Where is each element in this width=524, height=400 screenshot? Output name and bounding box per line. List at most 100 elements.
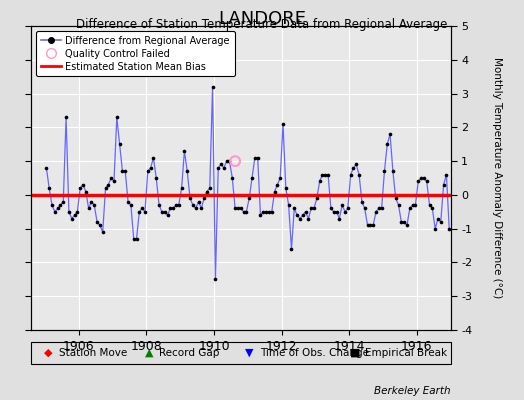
Point bbox=[107, 175, 115, 181]
Point bbox=[245, 195, 254, 202]
Text: Difference of Station Temperature Data from Regional Average: Difference of Station Temperature Data f… bbox=[77, 18, 447, 31]
Point bbox=[51, 208, 59, 215]
Point bbox=[64, 208, 73, 215]
Point bbox=[82, 188, 90, 195]
Point bbox=[45, 185, 53, 191]
Point bbox=[223, 158, 231, 164]
Point bbox=[377, 205, 386, 212]
Point bbox=[273, 182, 281, 188]
Point bbox=[186, 195, 194, 202]
Point bbox=[127, 202, 135, 208]
Point bbox=[408, 202, 417, 208]
Point bbox=[445, 226, 453, 232]
Point bbox=[332, 208, 341, 215]
Point bbox=[436, 219, 445, 225]
Point bbox=[307, 205, 315, 212]
Point bbox=[344, 205, 352, 212]
Point bbox=[369, 222, 377, 228]
Point bbox=[59, 198, 68, 205]
Point bbox=[152, 175, 160, 181]
Point bbox=[225, 158, 234, 164]
Point bbox=[141, 208, 149, 215]
Point bbox=[400, 219, 408, 225]
Point bbox=[310, 205, 318, 212]
Point bbox=[397, 219, 406, 225]
Point bbox=[56, 202, 64, 208]
Point bbox=[383, 141, 391, 148]
Point bbox=[133, 236, 141, 242]
Point bbox=[338, 202, 346, 208]
Point bbox=[411, 202, 420, 208]
Point bbox=[270, 188, 279, 195]
Text: LANDORE: LANDORE bbox=[218, 10, 306, 28]
Point bbox=[335, 215, 344, 222]
Point bbox=[146, 165, 155, 171]
Point bbox=[248, 175, 256, 181]
Point bbox=[234, 205, 242, 212]
Point bbox=[101, 185, 110, 191]
Point bbox=[169, 205, 177, 212]
Point bbox=[254, 154, 262, 161]
Point bbox=[440, 182, 448, 188]
Point bbox=[121, 168, 129, 174]
Point bbox=[414, 178, 422, 184]
Point bbox=[395, 202, 403, 208]
Point bbox=[355, 172, 363, 178]
Point bbox=[73, 208, 82, 215]
Point bbox=[88, 198, 96, 205]
Point bbox=[315, 178, 324, 184]
Text: ▲: ▲ bbox=[145, 348, 153, 358]
Point bbox=[172, 202, 180, 208]
Point bbox=[375, 205, 383, 212]
Point bbox=[99, 229, 107, 235]
Text: ■: ■ bbox=[350, 348, 361, 358]
Text: ▼: ▼ bbox=[245, 348, 254, 358]
Point bbox=[236, 205, 245, 212]
Point bbox=[96, 222, 104, 228]
Point bbox=[276, 175, 285, 181]
Text: ◆: ◆ bbox=[44, 348, 52, 358]
Point bbox=[403, 222, 411, 228]
Point bbox=[214, 165, 222, 171]
Point bbox=[118, 168, 127, 174]
Point bbox=[296, 215, 304, 222]
Point bbox=[203, 188, 211, 195]
Point bbox=[68, 215, 76, 222]
Point bbox=[124, 198, 132, 205]
Point bbox=[70, 212, 79, 218]
Point bbox=[144, 168, 152, 174]
Point bbox=[285, 202, 293, 208]
Point bbox=[321, 172, 330, 178]
Point bbox=[358, 198, 366, 205]
Point bbox=[293, 212, 301, 218]
Point bbox=[259, 208, 267, 215]
Point bbox=[422, 178, 431, 184]
Point bbox=[366, 222, 375, 228]
Point bbox=[318, 172, 326, 178]
Point bbox=[93, 219, 101, 225]
Point bbox=[434, 215, 442, 222]
Point bbox=[304, 215, 313, 222]
Point bbox=[352, 161, 361, 168]
Point bbox=[84, 205, 93, 212]
Point bbox=[313, 195, 321, 202]
Point bbox=[242, 208, 250, 215]
Point bbox=[135, 208, 144, 215]
Point bbox=[228, 175, 236, 181]
Point bbox=[189, 202, 197, 208]
Point bbox=[301, 208, 310, 215]
Point bbox=[166, 205, 174, 212]
Text: Record Gap: Record Gap bbox=[159, 348, 220, 358]
Point bbox=[180, 148, 189, 154]
Point bbox=[442, 172, 451, 178]
Point bbox=[287, 246, 296, 252]
Point bbox=[231, 158, 239, 164]
Point bbox=[265, 208, 273, 215]
Point bbox=[326, 205, 335, 212]
Point bbox=[250, 154, 259, 161]
Point bbox=[200, 195, 209, 202]
Y-axis label: Monthly Temperature Anomaly Difference (°C): Monthly Temperature Anomaly Difference (… bbox=[492, 57, 501, 299]
Point bbox=[138, 205, 146, 212]
Point bbox=[431, 226, 439, 232]
Point bbox=[53, 205, 62, 212]
